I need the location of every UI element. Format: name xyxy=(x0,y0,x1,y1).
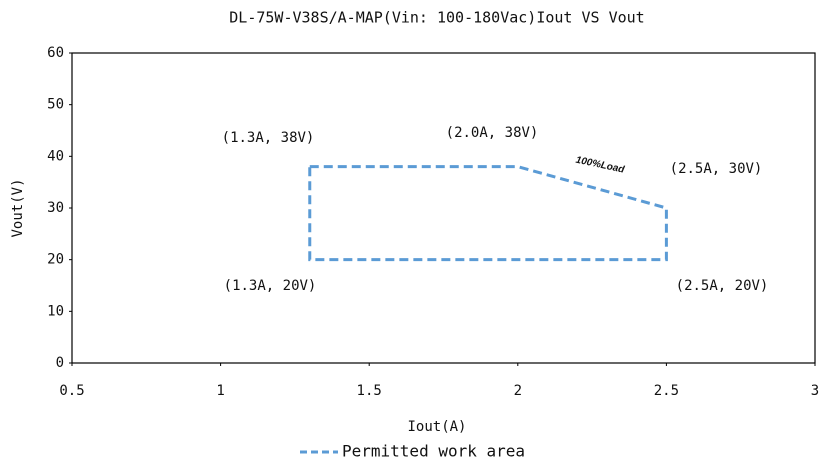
x-tick-label: 3 xyxy=(811,383,819,399)
x-tick-label: 0.5 xyxy=(59,383,84,399)
chart-title: DL-75W-V38S/A-MAP(Vin: 100-180Vac)Iout V… xyxy=(229,9,644,27)
plot-frame xyxy=(71,52,816,364)
annotation: (1.3A, 20V) xyxy=(224,278,317,294)
annotation: (2.0A, 38V) xyxy=(446,125,539,141)
y-tick-label: 20 xyxy=(47,252,64,268)
annotation: 100%Load xyxy=(575,155,627,176)
x-tick-label: 2 xyxy=(514,383,522,399)
x-tick-label: 1.5 xyxy=(357,383,382,399)
y-tick-label: 60 xyxy=(47,45,64,61)
annotation: (2.5A, 30V) xyxy=(670,161,763,177)
y-tick-label: 10 xyxy=(47,303,64,319)
annotation: (1.3A, 38V) xyxy=(222,130,315,146)
y-tick-label: 0 xyxy=(56,355,64,371)
series-line xyxy=(308,165,668,262)
y-tick-label: 50 xyxy=(47,97,64,113)
annotation: (2.5A, 20V) xyxy=(676,278,769,294)
y-axis-label: Vout(V) xyxy=(10,178,26,237)
y-tick-label: 40 xyxy=(47,148,64,164)
x-tick-label: 1 xyxy=(216,383,224,399)
legend-label: Permitted work area xyxy=(342,442,525,461)
x-tick-label: 2.5 xyxy=(654,383,679,399)
y-tick-label: 30 xyxy=(47,200,64,216)
x-axis-label: Iout(A) xyxy=(407,419,466,435)
